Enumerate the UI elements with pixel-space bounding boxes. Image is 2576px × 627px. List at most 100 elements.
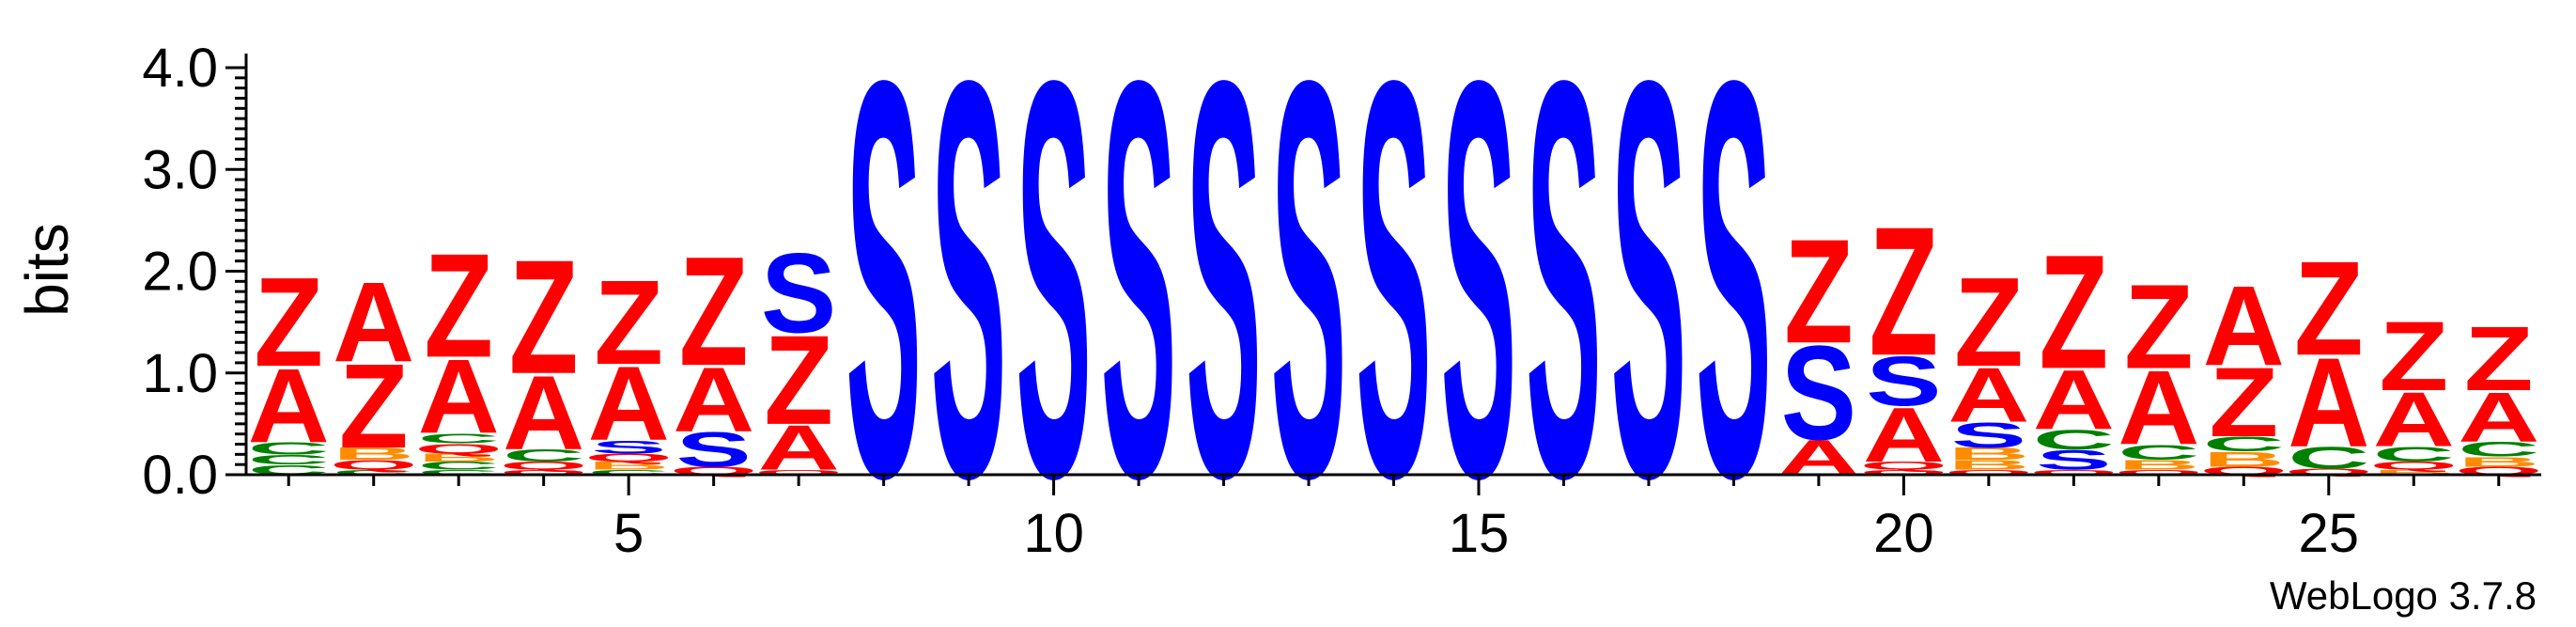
logo-letter-C-pos-2: C (333, 468, 414, 476)
logo-letter-B-pos-21: B (1948, 457, 2029, 473)
logo-letter-S-pos-5: S (591, 437, 666, 458)
logo-letter-C-pos-3: C (418, 431, 500, 447)
logo-letter-C-pos-25: C (2288, 441, 2369, 476)
logo-letter-B-pos-26: B (2373, 468, 2455, 476)
logo-letter-S-pos-16: S (1526, 0, 1601, 595)
logo-letter-Q-pos-3: Q (414, 441, 503, 457)
logo-letter-Q-pos-2: Q (330, 457, 418, 473)
logo-letter-Q-pos-25: Q (2285, 467, 2373, 477)
logo-letter-C-pos-3: C (418, 460, 500, 472)
logo-letter-B-pos-27: B (2458, 454, 2539, 470)
logo-letter-S-pos-22: S (2036, 444, 2111, 476)
logo-letter-Q-pos-4: Q (500, 468, 588, 476)
logo-letter-S-pos-19: S (1781, 319, 1856, 469)
logo-letter-A-pos-2: A (333, 259, 414, 385)
logo-letter-Z-pos-24: Z (2209, 347, 2278, 457)
x-tick-label: 20 (1873, 503, 1934, 564)
logo-letter-Z-pos-2: Z (339, 340, 409, 474)
logo-letter-Z-pos-21: Z (1954, 252, 2024, 394)
logo-letter-Z-pos-3: Z (424, 223, 493, 388)
x-tick-label: 10 (1023, 503, 1084, 564)
logo-letter-S-pos-21: S (1951, 415, 2026, 455)
logo-letter-Z-pos-20: Z (1870, 190, 1939, 395)
logo-letter-S-pos-13: S (1271, 0, 1346, 595)
logo-letter-C-pos-27: C (2458, 437, 2539, 461)
logo-letter-B-pos-23: B (2118, 457, 2199, 473)
logo-letter-A-pos-3: A (418, 337, 500, 456)
logo-letter-C-pos-24: C (2203, 432, 2285, 456)
logo-letter-S-pos-15: S (1441, 0, 1516, 595)
logo-letter-C-pos-1: C (248, 452, 330, 468)
x-tick-label: 25 (2299, 503, 2360, 564)
logo-letter-Z-pos-22: Z (2040, 221, 2109, 403)
logo-letter-S-pos-14: S (1356, 0, 1431, 595)
logo-letter-S-pos-6: S (675, 422, 751, 478)
y-tick-label: 4.0 (142, 38, 218, 99)
logo-letter-C-pos-3: C (418, 468, 500, 476)
logo-letter-A-pos-5: A (588, 344, 670, 463)
logo-letter-C-pos-4: C (503, 447, 584, 465)
logo-letter-S-pos-12: S (1186, 0, 1261, 595)
logo-letter-Z-pos-7: Z (764, 309, 833, 451)
logo-letter-S-pos-11: S (1101, 0, 1176, 595)
logo-letter-Z-pos-26: Z (2379, 301, 2448, 411)
y-tick-label: 1.0 (142, 343, 218, 404)
y-tick-label: 2.0 (142, 242, 218, 303)
logo-letter-S-pos-8: S (846, 0, 921, 595)
logo-letter-S-pos-17: S (1611, 0, 1686, 595)
logo-letter-Q-pos-26: Q (2369, 460, 2458, 472)
logo-letter-B-pos-24: B (2203, 447, 2285, 471)
logo-letter-B-pos-21: B (1948, 445, 2029, 463)
x-axis: 5 10 15 20 25 (246, 473, 2541, 564)
logo-letter-A-pos-20: A (1863, 391, 1945, 478)
logo-letter-A-pos-26: A (2373, 376, 2455, 463)
logo-letter-C-pos-23: C (2118, 440, 2199, 463)
logo-letter-Q-pos-20: Q (1859, 468, 1948, 476)
logo-letter-S-pos-7: S (761, 230, 836, 357)
logo-letter-Z-pos-4: Z (509, 226, 579, 408)
logo-letter-Z-pos-27: Z (2464, 308, 2534, 411)
logo-letter-Z-pos-6: Z (679, 224, 749, 398)
logo-letter-A-pos-1: A (248, 346, 330, 465)
logo-letter-S-pos-20: S (1866, 342, 1941, 421)
logo-letter-A-pos-6: A (673, 349, 754, 451)
logo-letter-C-pos-5: C (588, 468, 670, 476)
logo-letter-C-pos-1: C (248, 439, 330, 458)
logo-letter-A-pos-24: A (2203, 262, 2285, 389)
logo-letter-Q-pos-21: Q (1945, 468, 2033, 476)
x-tick-label: 5 (613, 503, 644, 564)
y-tick-label: 3.0 (142, 139, 218, 200)
logo-letter-A-pos-22: A (2033, 353, 2115, 447)
logo-letter-C-pos-22: C (2033, 424, 2115, 456)
logo-letter-Z-pos-5: Z (594, 257, 663, 390)
logo-letter-S-pos-18: S (1696, 0, 1771, 595)
logo-letter-S-pos-9: S (931, 0, 1006, 595)
y-axis-label: bits (13, 223, 81, 317)
logo-letter-B-pos-3: B (418, 451, 500, 463)
logo-letter-B-pos-2: B (333, 445, 414, 463)
x-tick-label: 15 (1449, 503, 1510, 564)
logo-letter-B-pos-5: B (588, 460, 670, 472)
logo-letter-A-pos-23: A (2118, 348, 2199, 467)
logo-letter-Z-pos-25: Z (2294, 234, 2364, 384)
logo-letter-Q-pos-23: Q (2115, 468, 2203, 476)
logo-letter-A-pos-7: A (758, 412, 840, 483)
y-axis: 0.0 1.0 2.0 3.0 4.0 (142, 38, 248, 506)
logo-letter-Z-pos-23: Z (2124, 260, 2194, 394)
logo-letter-Q-pos-20: Q (1859, 460, 1948, 472)
logo-letter-C-pos-26: C (2373, 443, 2455, 466)
logo-letter-Z-pos-19: Z (1784, 209, 1854, 374)
y-tick-label: 0.0 (142, 445, 218, 506)
logo-letter-Q-pos-5: Q (584, 451, 673, 463)
logo-letter-A-pos-4: A (503, 353, 584, 473)
logo-letter-Q-pos-4: Q (500, 460, 588, 472)
logo-letter-Q-pos-7: Q (754, 468, 843, 476)
logo-letter-A-pos-27: A (2458, 378, 2539, 457)
logo-letter-S-pos-10: S (1016, 0, 1091, 595)
logo-letter-A-pos-21: A (1948, 352, 2029, 439)
logo-letter-A-pos-25: A (2288, 332, 2369, 474)
logo-letter-Z-pos-1: Z (254, 252, 323, 394)
logo-letter-Q-pos-22: Q (2029, 468, 2118, 476)
